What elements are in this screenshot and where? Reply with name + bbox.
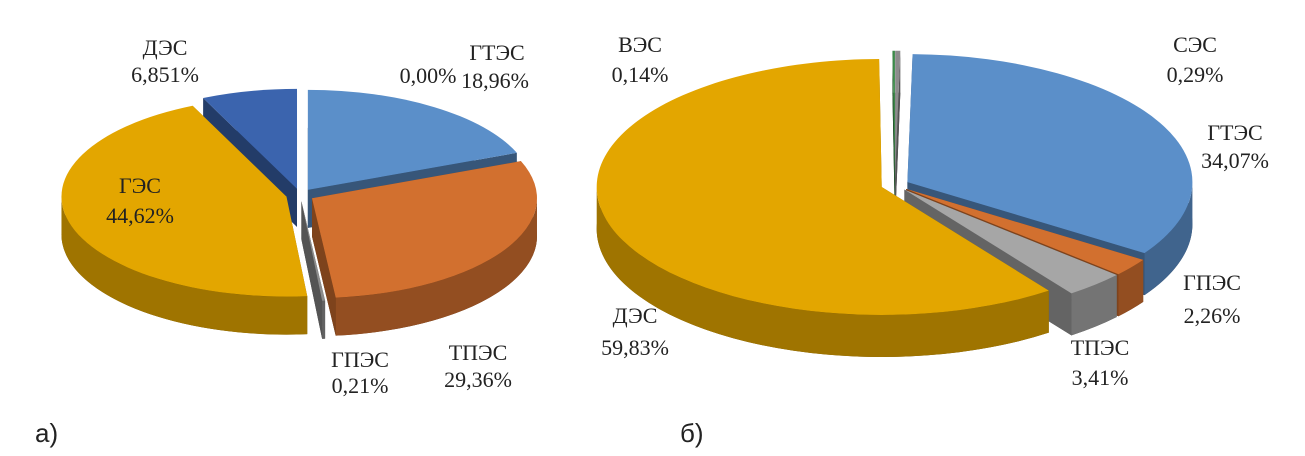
- slice-label: ГТЭС: [469, 40, 524, 65]
- slice-side: [61, 196, 308, 335]
- slice-label: ДЭС: [613, 303, 658, 328]
- slice-label: СЭС: [1173, 32, 1217, 57]
- value-label: 0,21%: [332, 373, 389, 398]
- slice-face: [311, 198, 336, 336]
- slice-label: ГЭС: [119, 173, 161, 198]
- slice: [596, 58, 1049, 315]
- slice-face: [892, 50, 895, 221]
- slice-side: [1118, 259, 1144, 317]
- slice: [904, 189, 1117, 294]
- slice-label: ВЭС: [618, 32, 662, 57]
- slice: [895, 50, 901, 179]
- value-label: 0,00%: [400, 63, 457, 88]
- slice: [203, 88, 298, 189]
- slice: [906, 188, 1144, 275]
- slice-side: [1144, 182, 1193, 296]
- value-label: 59,83%: [601, 335, 669, 360]
- value-label: 0,14%: [612, 62, 669, 87]
- value-label: 18,96%: [461, 68, 529, 93]
- slice-side: [1071, 275, 1117, 336]
- slice-face: [301, 201, 323, 339]
- slice: [907, 54, 1193, 254]
- slice-side: [335, 198, 537, 336]
- slice: [301, 201, 326, 301]
- slice-label: ДЭС: [143, 35, 188, 60]
- caption: б): [680, 418, 704, 448]
- pie: [596, 50, 1193, 357]
- slice-label: ТПЭС: [449, 340, 508, 365]
- value-label: 0,29%: [1167, 62, 1224, 87]
- value-label: 34,07%: [1201, 148, 1269, 173]
- value-label: 29,36%: [444, 367, 512, 392]
- caption: а): [35, 418, 58, 448]
- slice-label: ТПЭС: [1071, 335, 1130, 360]
- value-label: 3,41%: [1072, 365, 1129, 390]
- value-label: 44,62%: [106, 203, 174, 228]
- slice-label: ГТЭС: [1207, 120, 1262, 145]
- slice: [892, 50, 895, 179]
- slice-label: ГПЭС: [331, 347, 389, 372]
- slice: [307, 89, 517, 190]
- slice: [61, 105, 308, 297]
- pie: [61, 88, 537, 339]
- slice-face: [895, 50, 901, 221]
- slice-side: [322, 300, 326, 339]
- slice-side: [596, 186, 1049, 357]
- slice-label: ГПЭС: [1183, 270, 1241, 295]
- value-label: 6,851%: [131, 62, 199, 87]
- slice: [311, 161, 537, 298]
- value-label: 2,26%: [1184, 303, 1241, 328]
